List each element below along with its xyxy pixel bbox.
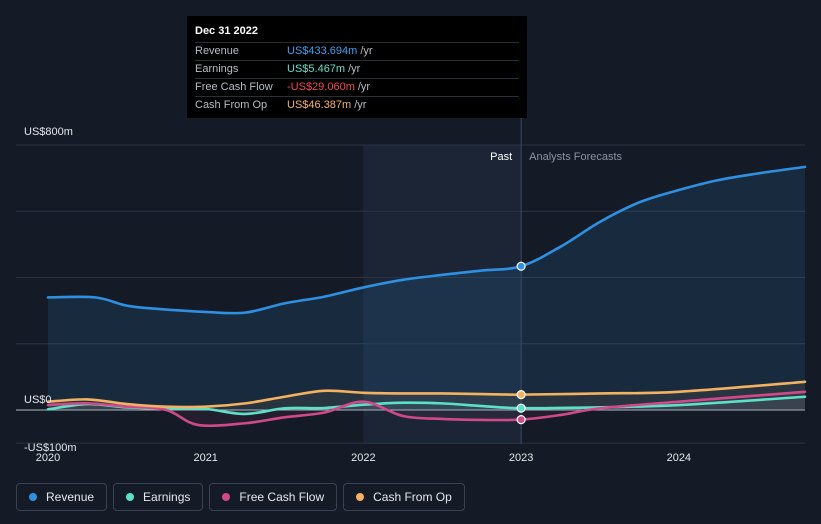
y-axis-labels: US$800m US$0 -US$100m xyxy=(24,126,77,454)
legend: Revenue Earnings Free Cash Flow Cash From O… xyxy=(16,483,465,511)
y-tick-label: US$0 xyxy=(24,394,52,406)
x-tick-label: 2020 xyxy=(36,452,60,464)
forecast-label: Analysts Forecasts xyxy=(529,151,622,163)
tooltip-row-label: Cash From Op xyxy=(195,99,268,111)
tooltip: Dec 31 2022 Revenue US$433.694m/yr Earning… xyxy=(187,16,527,118)
tooltip-row-value: US$433.694m xyxy=(287,45,358,57)
tooltip-row-unit: /yr xyxy=(357,81,371,93)
tooltip-row: Free Cash Flow -US$29.060m/yr xyxy=(195,78,519,96)
tooltip-row-value: US$5.467m xyxy=(287,63,346,75)
tooltip-date: Dec 31 2022 xyxy=(195,25,258,37)
tooltip-row-label: Earnings xyxy=(195,63,239,75)
legend-label: Revenue xyxy=(46,490,95,504)
cash-from-op-marker xyxy=(516,390,526,400)
free-cash-flow-marker xyxy=(516,415,526,425)
y-tick-label: -US$100m xyxy=(24,442,77,454)
x-tick-label: 2024 xyxy=(667,452,691,464)
legend-item-earnings[interactable]: Earnings xyxy=(113,483,204,511)
cash-from-op-area xyxy=(48,381,805,410)
legend-item-cash-from-op[interactable]: Cash From Op xyxy=(343,483,465,511)
legend-dot-icon xyxy=(222,493,231,501)
legend-item-revenue[interactable]: Revenue xyxy=(16,483,108,511)
legend-label: Free Cash Flow xyxy=(239,490,325,504)
tooltip-row-label: Revenue xyxy=(195,45,240,57)
x-axis-labels: 2020 2021 2022 2023 2024 xyxy=(36,452,691,464)
legend-label: Earnings xyxy=(143,490,191,504)
tooltip-row-unit: /yr xyxy=(348,63,361,75)
tooltip-markers xyxy=(516,261,526,425)
legend-label: Cash From Op xyxy=(373,490,452,504)
tooltip-row-value: US$46.387m xyxy=(287,99,352,111)
past-label: Past xyxy=(490,151,512,163)
tooltip-row: Revenue US$433.694m/yr xyxy=(195,42,519,60)
series-lines xyxy=(46,165,807,428)
revenue-marker xyxy=(516,261,526,271)
tooltip-row-label: Free Cash Flow xyxy=(195,81,273,93)
cash-from-op-line xyxy=(46,380,807,409)
tooltip-row-unit: /yr xyxy=(360,45,373,57)
tooltip-row: Earnings US$5.467m/yr xyxy=(195,60,519,78)
revenue-line xyxy=(46,165,807,315)
x-tick-label: 2022 xyxy=(351,452,375,464)
legend-item-free-cash-flow[interactable]: Free Cash Flow xyxy=(209,483,338,511)
legend-dot-icon xyxy=(126,493,135,501)
series-areas xyxy=(48,166,805,426)
tooltip-rows: Revenue US$433.694m/yr Earnings US$5.467m/y… xyxy=(195,42,519,114)
earnings-area xyxy=(48,396,805,414)
revenue-area xyxy=(48,166,805,410)
legend-dot-icon xyxy=(356,493,365,501)
tooltip-row: Cash From Op US$46.387m/yr xyxy=(195,96,519,114)
y-tick-label: US$800m xyxy=(24,126,73,138)
free-cash-flow-area xyxy=(48,391,805,426)
tooltip-row-value: -US$29.060m xyxy=(287,81,355,93)
free-cash-flow-line xyxy=(46,390,807,428)
legend-dot-icon xyxy=(29,493,37,501)
x-tick-label: 2021 xyxy=(193,452,217,464)
x-tick-label: 2023 xyxy=(509,452,533,464)
earnings-marker xyxy=(516,403,526,413)
tooltip-row-unit: /yr xyxy=(354,99,367,111)
